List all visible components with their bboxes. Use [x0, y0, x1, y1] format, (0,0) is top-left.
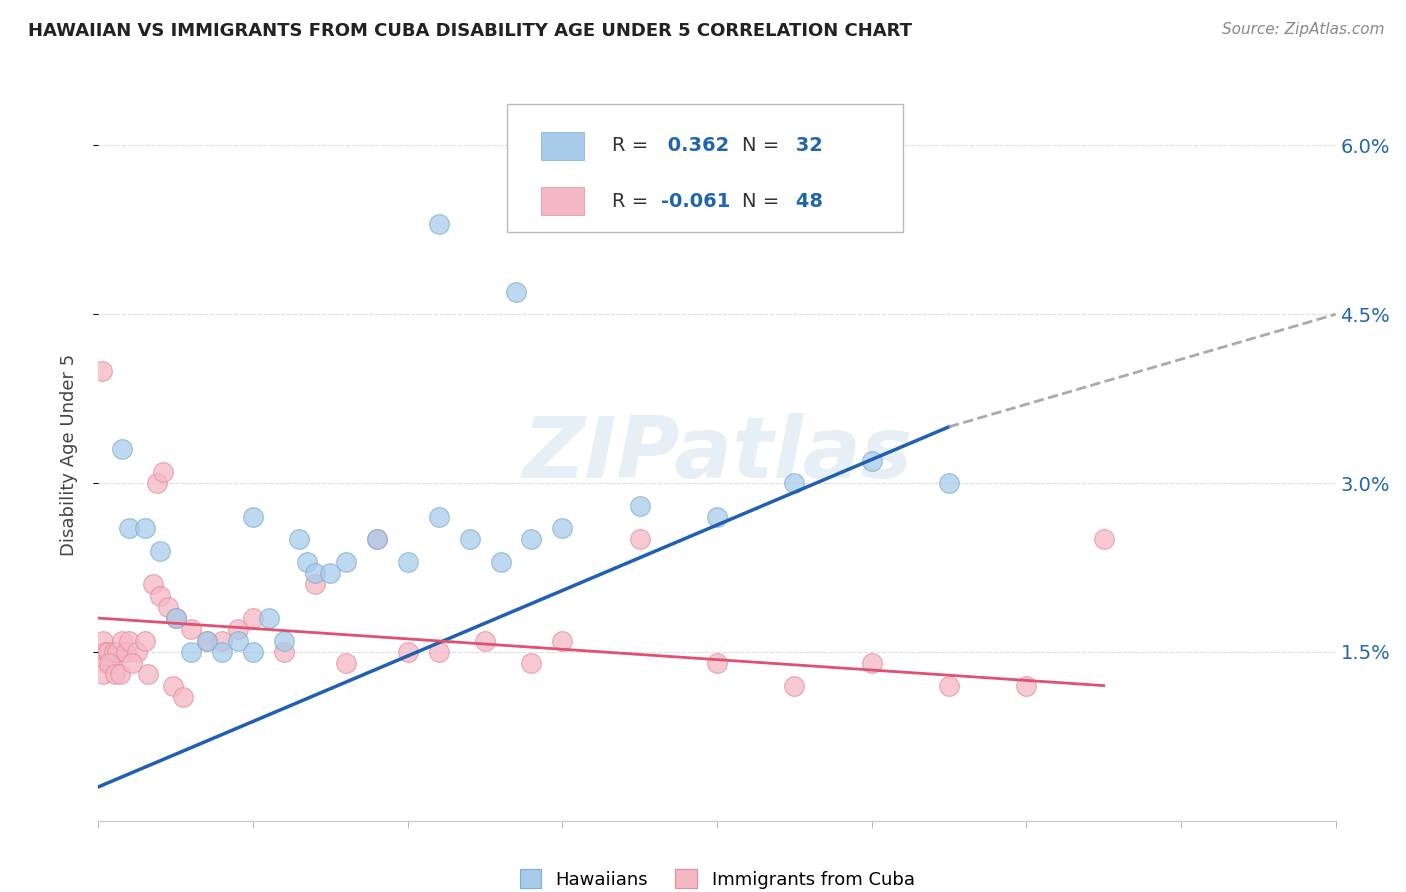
Point	[242, 509, 264, 524]
Text: 48: 48	[789, 192, 823, 211]
Point	[242, 611, 264, 625]
Point	[304, 577, 326, 591]
Point	[211, 633, 233, 648]
Point	[105, 645, 128, 659]
Point	[551, 633, 574, 648]
Point	[427, 645, 450, 659]
Point	[93, 645, 115, 659]
Point	[165, 611, 187, 625]
Point	[142, 577, 165, 591]
Point	[288, 533, 311, 547]
Point	[505, 285, 527, 299]
Point	[127, 645, 149, 659]
Point	[104, 667, 127, 681]
Point	[335, 555, 357, 569]
Point	[180, 623, 202, 637]
Point	[489, 555, 512, 569]
FancyBboxPatch shape	[541, 132, 583, 160]
Point	[111, 633, 134, 648]
Point	[706, 509, 728, 524]
Point	[938, 476, 960, 491]
Point	[98, 656, 121, 670]
Point	[396, 555, 419, 569]
Point	[108, 667, 131, 681]
Point	[121, 656, 143, 670]
Point	[111, 442, 134, 457]
Point	[860, 453, 883, 467]
Point	[100, 656, 122, 670]
Point	[366, 533, 388, 547]
Point	[319, 566, 342, 580]
Point	[273, 645, 295, 659]
Point	[257, 611, 280, 625]
Point	[628, 533, 651, 547]
Point	[938, 679, 960, 693]
Text: HAWAIIAN VS IMMIGRANTS FROM CUBA DISABILITY AGE UNDER 5 CORRELATION CHART: HAWAIIAN VS IMMIGRANTS FROM CUBA DISABIL…	[28, 22, 912, 40]
Point	[180, 645, 202, 659]
FancyBboxPatch shape	[506, 103, 903, 232]
Point	[628, 499, 651, 513]
Point	[173, 690, 195, 704]
Point	[90, 363, 112, 377]
Point	[297, 555, 319, 569]
Point	[242, 645, 264, 659]
Point	[195, 633, 218, 648]
FancyBboxPatch shape	[541, 187, 583, 215]
Point	[134, 633, 156, 648]
Point	[226, 623, 249, 637]
Point	[96, 656, 118, 670]
Point	[91, 667, 114, 681]
Point	[115, 645, 138, 659]
Point	[134, 521, 156, 535]
Point	[195, 633, 218, 648]
Point	[304, 566, 326, 580]
Point	[366, 533, 388, 547]
Point	[226, 633, 249, 648]
Point	[520, 656, 543, 670]
Point	[162, 679, 184, 693]
Point	[146, 476, 169, 491]
Point	[136, 667, 159, 681]
Point	[335, 656, 357, 670]
Point	[783, 476, 806, 491]
Point	[1015, 679, 1038, 693]
Point	[157, 599, 180, 614]
Point	[97, 645, 120, 659]
Point	[152, 465, 174, 479]
Point	[458, 533, 481, 547]
Point	[149, 589, 172, 603]
Point	[211, 645, 233, 659]
Point	[1092, 533, 1115, 547]
Text: Source: ZipAtlas.com: Source: ZipAtlas.com	[1222, 22, 1385, 37]
Point	[396, 645, 419, 659]
Text: -0.061: -0.061	[661, 192, 731, 211]
Text: 0.362: 0.362	[661, 136, 730, 155]
Point	[273, 633, 295, 648]
Point	[91, 633, 114, 648]
Point	[427, 509, 450, 524]
Point	[118, 633, 141, 648]
Point	[427, 217, 450, 231]
Point	[474, 633, 496, 648]
Text: N =: N =	[742, 192, 779, 211]
Y-axis label: Disability Age Under 5: Disability Age Under 5	[59, 354, 77, 556]
Point	[706, 656, 728, 670]
Text: R =: R =	[612, 136, 648, 155]
Point	[551, 521, 574, 535]
Point	[165, 611, 187, 625]
Text: N =: N =	[742, 136, 779, 155]
Point	[149, 543, 172, 558]
Legend: Hawaiians, Immigrants from Cuba: Hawaiians, Immigrants from Cuba	[512, 862, 922, 892]
Point	[520, 533, 543, 547]
Text: R =: R =	[612, 192, 648, 211]
Point	[103, 645, 125, 659]
Text: ZIPatlas: ZIPatlas	[522, 413, 912, 497]
Point	[783, 679, 806, 693]
Point	[860, 656, 883, 670]
Point	[118, 521, 141, 535]
Text: 32: 32	[789, 136, 823, 155]
